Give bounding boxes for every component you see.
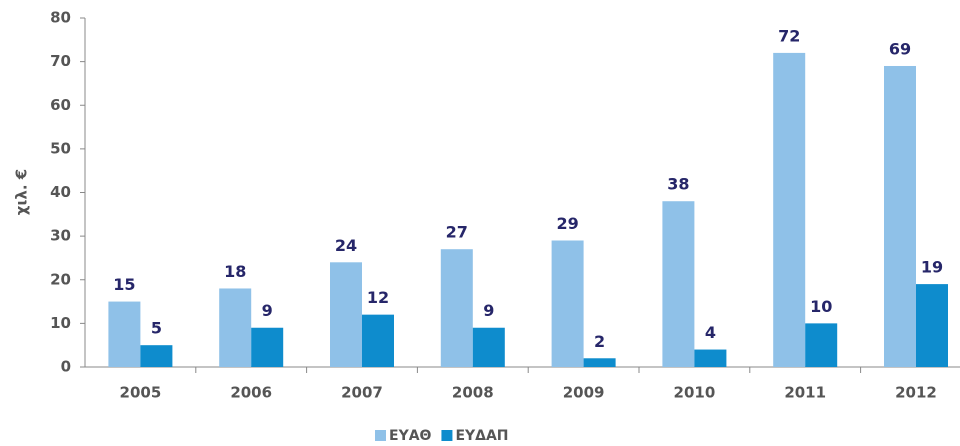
bar [583,358,616,367]
x-tick-label: 2011 [784,384,826,402]
data-label: 2 [594,332,605,351]
x-tick-label: 2006 [230,384,272,402]
bar [251,327,284,367]
data-label: 69 [889,39,911,58]
data-label: 9 [262,301,273,320]
bar [362,314,394,367]
bar [916,284,948,367]
x-tick-label: 2012 [895,384,937,402]
x-tick-label: 2007 [341,384,383,402]
data-label: 29 [556,214,578,233]
x-tick-label: 2009 [563,384,605,402]
data-label: 4 [705,323,716,342]
data-label: 5 [151,319,162,338]
y-tick-label: 70 [50,52,71,70]
y-axis-label: χιλ. € [13,169,31,215]
bar [440,249,473,367]
y-tick-label: 40 [50,183,71,201]
x-tick-label: 2008 [452,384,494,402]
y-tick-label: 80 [50,9,71,27]
data-label: 38 [667,175,689,194]
bar [330,262,362,367]
data-label: 12 [367,288,389,307]
data-label: 10 [810,297,832,316]
y-tick-label: 60 [50,96,71,114]
bar [805,323,838,367]
y-tick-label: 20 [50,270,71,288]
data-label: 72 [778,26,800,45]
bar [219,288,252,367]
data-label: 27 [446,223,468,242]
data-label: 24 [335,236,357,255]
y-tick-label: 10 [50,314,71,332]
data-label: 9 [483,301,494,320]
bar [551,240,584,367]
bar [108,301,141,367]
bar [773,52,806,368]
bar [884,65,916,368]
bar [662,201,695,367]
y-tick-label: 30 [50,227,71,245]
legend-swatch [441,430,453,441]
bar [472,327,505,367]
bar [140,345,173,367]
x-tick-label: 2010 [674,384,716,402]
legend-label: ΕΥΔΑΠ [455,428,508,444]
y-tick-label: 50 [50,139,71,157]
legend-label: ΕΥΑΘ [389,428,432,444]
data-label: 15 [113,275,135,294]
bar [694,349,727,367]
data-label: 18 [224,262,246,281]
x-tick-label: 2005 [120,384,162,402]
legend-swatch [375,430,386,441]
data-label: 19 [921,258,943,277]
y-tick-label: 0 [61,358,71,376]
